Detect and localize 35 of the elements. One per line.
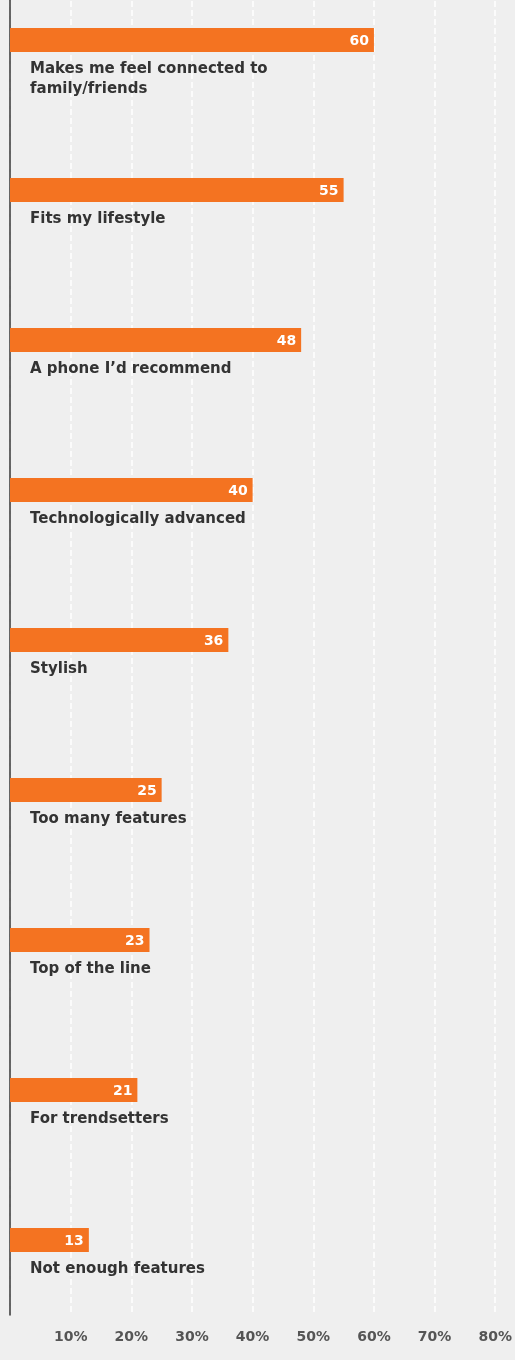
y-tick-label: Fits my lifestyle	[30, 209, 166, 227]
y-tick-label: Too many features	[30, 809, 187, 827]
data-label: 21	[112, 1082, 133, 1098]
bar	[10, 778, 162, 802]
x-tick-label: 50%	[296, 1328, 331, 1344]
bar	[10, 478, 253, 502]
bar	[10, 628, 229, 652]
bar	[10, 1078, 138, 1102]
y-tick-label: For trendsetters	[30, 1109, 169, 1127]
y-tick-label: Technologically advanced	[30, 509, 246, 527]
data-label: 48	[276, 332, 297, 348]
x-tick-label: 80%	[478, 1328, 512, 1344]
bar	[10, 928, 150, 952]
bar	[10, 1228, 89, 1252]
data-label: 25	[137, 782, 157, 798]
data-label: 36	[203, 632, 224, 648]
x-tick-label: 20%	[114, 1328, 149, 1344]
x-tick-label: 70%	[417, 1328, 452, 1344]
y-tick-label: Stylish	[30, 659, 88, 677]
x-tick-label: 40%	[235, 1328, 270, 1344]
bar	[10, 28, 374, 52]
y-tick-label: Top of the line	[30, 959, 151, 977]
y-tick-label: Not enough features	[30, 1259, 205, 1277]
bar	[10, 178, 344, 202]
data-label: 55	[319, 182, 339, 198]
x-tick-label: 60%	[357, 1328, 391, 1344]
data-label: 13	[64, 1232, 84, 1248]
x-tick-label: 30%	[175, 1328, 209, 1344]
y-tick-label: A phone I’d recommend	[30, 359, 232, 377]
data-label: 23	[125, 932, 145, 948]
data-label: 40	[228, 482, 248, 498]
bar	[10, 328, 302, 352]
x-tick-label: 10%	[53, 1328, 88, 1344]
data-label: 60	[349, 32, 370, 48]
y-tick-label: Makes me feel connected to family/friends	[30, 59, 273, 97]
